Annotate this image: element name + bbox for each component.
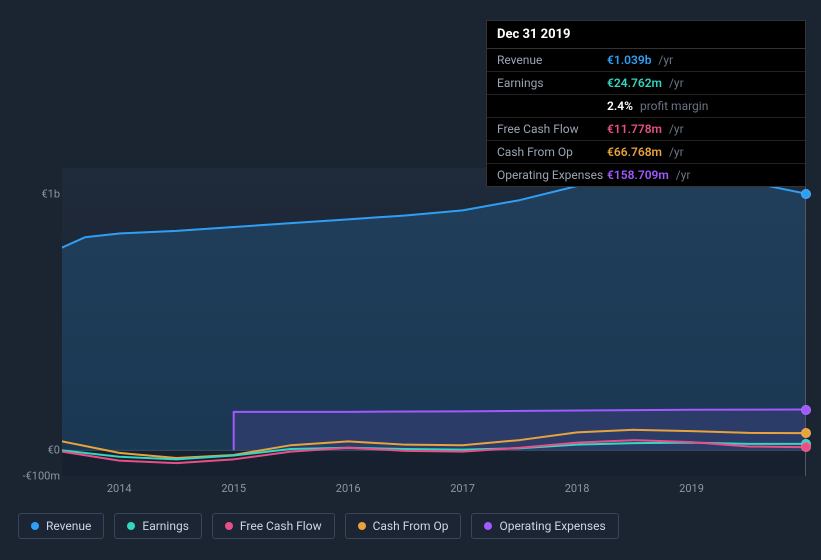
tooltip-row-value: €1.039b /yr	[607, 53, 673, 67]
series-end-dot-fcf	[801, 442, 811, 452]
dashboard-panel: Dec 31 2019 Revenue€1.039b /yrEarnings€2…	[0, 0, 821, 560]
tooltip-row-unit: /yr	[655, 53, 673, 67]
tooltip-row-value: €158.709m /yr	[607, 168, 691, 182]
legend-item-label: Cash From Op	[373, 519, 449, 533]
chart-tooltip: Dec 31 2019 Revenue€1.039b /yrEarnings€2…	[486, 20, 806, 187]
tooltip-row-unit: profit margin	[637, 99, 708, 113]
y-tick-label: €0	[16, 444, 60, 457]
legend-dot-icon	[484, 522, 492, 530]
legend-item-opex[interactable]: Operating Expenses	[471, 513, 618, 539]
chart-legend: Revenue Earnings Free Cash Flow Cash From O…	[18, 513, 619, 539]
legend-item-label: Free Cash Flow	[240, 519, 322, 533]
tooltip-row: Free Cash Flow€11.778m /yr	[487, 118, 805, 141]
tooltip-row-label: Earnings	[497, 76, 607, 90]
tooltip-row: Cash From Op€66.768m /yr	[487, 141, 805, 164]
legend-item-revenue[interactable]: Revenue	[18, 513, 104, 539]
legend-dot-icon	[31, 522, 39, 530]
legend-item-label: Earnings	[142, 519, 189, 533]
chart-area: €1b€0-€100m	[16, 168, 806, 476]
tooltip-row-unit: /yr	[666, 76, 684, 90]
series-end-dot-opex	[801, 405, 811, 415]
tooltip-row: Operating Expenses€158.709m /yr	[487, 164, 805, 186]
tooltip-row-label	[497, 99, 607, 113]
y-tick-label: -€100m	[16, 470, 60, 483]
chart-plot[interactable]	[62, 168, 806, 476]
y-tick-label: €1b	[16, 187, 60, 200]
tooltip-date: Dec 31 2019	[487, 21, 805, 49]
legend-item-fcf[interactable]: Free Cash Flow	[212, 513, 335, 539]
tooltip-row-label: Operating Expenses	[497, 168, 607, 182]
tooltip-row-label: Revenue	[497, 53, 607, 67]
tooltip-row-value: €24.762m /yr	[607, 76, 684, 90]
tooltip-row-value: 2.4% profit margin	[607, 99, 708, 113]
tooltip-row-value: €11.778m /yr	[607, 122, 684, 136]
tooltip-row-label: Cash From Op	[497, 145, 607, 159]
legend-dot-icon	[225, 522, 233, 530]
tooltip-row: Earnings€24.762m /yr	[487, 72, 805, 95]
tooltip-row: 2.4% profit margin	[487, 95, 805, 118]
tooltip-row-unit: /yr	[666, 145, 684, 159]
x-tick-label: 2014	[107, 482, 132, 495]
legend-item-cashop[interactable]: Cash From Op	[345, 513, 462, 539]
x-tick-label: 2019	[679, 482, 704, 495]
tooltip-row-value: €66.768m /yr	[607, 145, 684, 159]
legend-item-label: Operating Expenses	[499, 519, 605, 533]
legend-item-earnings[interactable]: Earnings	[114, 513, 202, 539]
tooltip-row: Revenue€1.039b /yr	[487, 49, 805, 72]
x-tick-label: 2018	[565, 482, 590, 495]
legend-dot-icon	[127, 522, 135, 530]
x-tick-label: 2017	[450, 482, 475, 495]
x-tick-label: 2016	[336, 482, 361, 495]
series-end-dot-revenue	[801, 189, 811, 199]
legend-item-label: Revenue	[46, 519, 91, 533]
x-tick-label: 2015	[221, 482, 246, 495]
tooltip-row-label: Free Cash Flow	[497, 122, 607, 136]
tooltip-row-unit: /yr	[666, 122, 684, 136]
series-end-dot-cashop	[801, 428, 811, 438]
tooltip-row-unit: /yr	[673, 168, 691, 182]
chart-x-axis: 2014 2015 2016 2017 2018 2019	[62, 482, 806, 500]
legend-dot-icon	[358, 522, 366, 530]
